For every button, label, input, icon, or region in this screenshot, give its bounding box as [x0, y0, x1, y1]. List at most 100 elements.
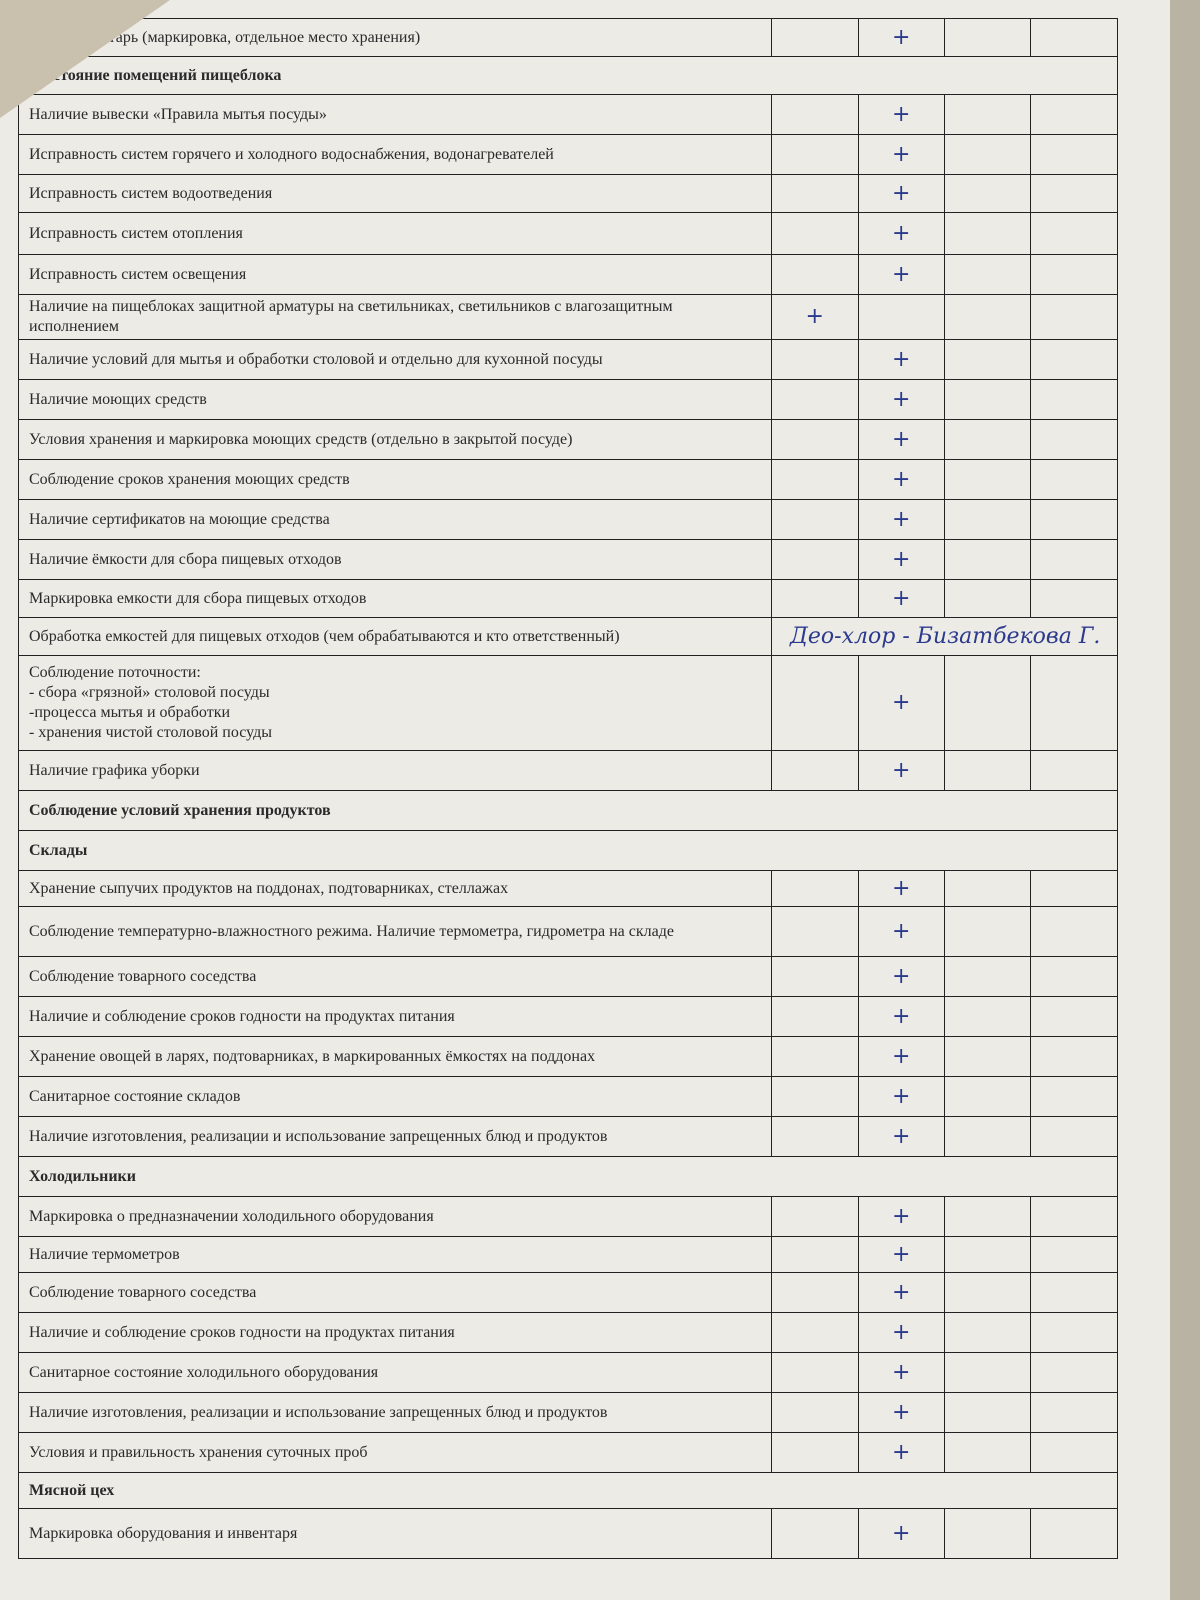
section-title: Склады [18, 830, 1118, 871]
document-page: …ый инвентарь (маркировка, отдельное мес… [0, 0, 1170, 1600]
criterion-text: Наличие термометров [17, 1236, 773, 1273]
mark-cell: + [857, 1116, 945, 1157]
mark-cell [943, 996, 1032, 1037]
mark-cell [1030, 459, 1118, 500]
mark-cell [943, 134, 1032, 175]
mark-cell [771, 94, 859, 135]
criterion-text: Исправность систем горячего и холодного … [17, 134, 773, 175]
mark-cell [771, 1508, 859, 1559]
checklist-row: Маркировка емкости для сбора пищевых отх… [17, 579, 1118, 618]
mark-cell [771, 1312, 859, 1353]
checklist-row: Наличие изготовления, реализации и испол… [17, 1116, 1118, 1157]
mark-cell [771, 1196, 859, 1237]
checklist-row: Хранение сыпучих продуктов на поддонах, … [17, 870, 1118, 907]
mark-cell [1030, 18, 1118, 57]
mark-cell: + [857, 1036, 945, 1077]
mark-cell [857, 294, 945, 340]
handwritten-note: Део-хлор - Бизатбекова Г. [771, 617, 1118, 656]
mark-cell [1030, 339, 1118, 380]
mark-cell [1030, 174, 1118, 213]
checklist-row: Маркировка оборудования и инвентаря + [17, 1508, 1118, 1559]
mark-cell [771, 174, 859, 213]
mark-cell [1030, 1508, 1118, 1559]
mark-cell: + [857, 956, 945, 997]
mark-cell [1030, 1312, 1118, 1353]
mark-cell [943, 1392, 1032, 1433]
checklist-row: Исправность систем отопления + [17, 212, 1118, 255]
mark-cell [943, 750, 1032, 791]
mark-cell [771, 1036, 859, 1077]
mark-cell [771, 499, 859, 540]
checklist-row: Маркировка о предназначении холодильного… [17, 1196, 1118, 1237]
mark-cell [1030, 212, 1118, 255]
checklist-row: Исправность систем водоотведения + [17, 174, 1118, 213]
checklist-row: …ый инвентарь (маркировка, отдельное мес… [17, 18, 1118, 57]
mark-cell: + [857, 655, 945, 751]
checklist-row: Соблюдение сроков хранения моющих средст… [17, 459, 1118, 500]
mark-cell: + [857, 1272, 945, 1313]
mark-cell [1030, 499, 1118, 540]
mark-cell: + [857, 1432, 945, 1473]
mark-cell: + [857, 419, 945, 460]
mark-cell [1030, 1392, 1118, 1433]
criterion-text: Наличие ёмкости для сбора пищевых отходо… [17, 539, 773, 580]
mark-cell [1030, 1036, 1118, 1077]
checklist-row: Наличие изготовления, реализации и испол… [17, 1392, 1118, 1433]
mark-cell: + [857, 996, 945, 1037]
mark-cell [1030, 579, 1118, 618]
mark-cell: + [771, 294, 859, 340]
criterion-text: Условия хранения и маркировка моющих сре… [17, 419, 773, 460]
section-header-row: Мясной цех [18, 1472, 1118, 1509]
mark-cell: + [857, 254, 945, 295]
mark-cell [1030, 1272, 1118, 1313]
criterion-text: Маркировка о предназначении холодильного… [17, 1196, 773, 1237]
mark-cell [1030, 1432, 1118, 1473]
mark-cell: + [857, 539, 945, 580]
checklist-row: Соблюдение температурно-влажностного реж… [17, 906, 1118, 957]
checklist-row: Санитарное состояние складов + [17, 1076, 1118, 1117]
checklist-row: Соблюдение товарного соседства + [17, 956, 1118, 997]
mark-cell [943, 870, 1032, 907]
mark-cell [771, 254, 859, 295]
mark-cell [771, 1432, 859, 1473]
mark-cell [1030, 996, 1118, 1037]
checklist-row: Хранение овощей в ларях, подтоварниках, … [17, 1036, 1118, 1077]
section-title: Соблюдение условий хранения продуктов [18, 790, 1118, 831]
mark-cell [771, 1116, 859, 1157]
mark-cell [771, 134, 859, 175]
mark-cell [1030, 419, 1118, 460]
section-title: Холодильники [18, 1156, 1118, 1197]
criterion-text: Маркировка емкости для сбора пищевых отх… [17, 579, 773, 618]
mark-cell [771, 1392, 859, 1433]
criterion-text: Наличие графика уборки [17, 750, 773, 791]
checklist-row: Наличие термометров + [17, 1236, 1118, 1273]
mark-cell: + [857, 379, 945, 420]
mark-cell: + [857, 579, 945, 618]
criterion-text: Наличие моющих средств [17, 379, 773, 420]
checklist-row: Наличие на пищеблоках защитной арматуры … [17, 294, 1118, 340]
criterion-text: Маркировка оборудования и инвентаря [17, 1508, 773, 1559]
mark-cell: + [857, 94, 945, 135]
mark-cell [771, 379, 859, 420]
mark-cell [1030, 750, 1118, 791]
mark-cell [943, 956, 1032, 997]
mark-cell [943, 419, 1032, 460]
mark-cell [1030, 379, 1118, 420]
mark-cell [771, 579, 859, 618]
criterion-text: …ый инвентарь (маркировка, отдельное мес… [17, 18, 773, 57]
checklist-row: Наличие моющих средств + [17, 379, 1118, 420]
section-header-row: Холодильники [18, 1156, 1118, 1197]
mark-cell [1030, 1116, 1118, 1157]
mark-cell [1030, 134, 1118, 175]
checklist-row: Условия хранения и маркировка моющих сре… [17, 419, 1118, 460]
mark-cell: + [857, 1312, 945, 1353]
criterion-text: Санитарное состояние холодильного оборуд… [17, 1352, 773, 1393]
mark-cell [943, 1036, 1032, 1077]
mark-cell [771, 339, 859, 380]
mark-cell [1030, 1236, 1118, 1273]
criterion-text: Соблюдение сроков хранения моющих средст… [17, 459, 773, 500]
criterion-text: Наличие сертификатов на моющие средства [17, 499, 773, 540]
criterion-text: Наличие и соблюдение сроков годности на … [17, 1312, 773, 1353]
mark-cell [771, 750, 859, 791]
mark-cell [943, 579, 1032, 618]
